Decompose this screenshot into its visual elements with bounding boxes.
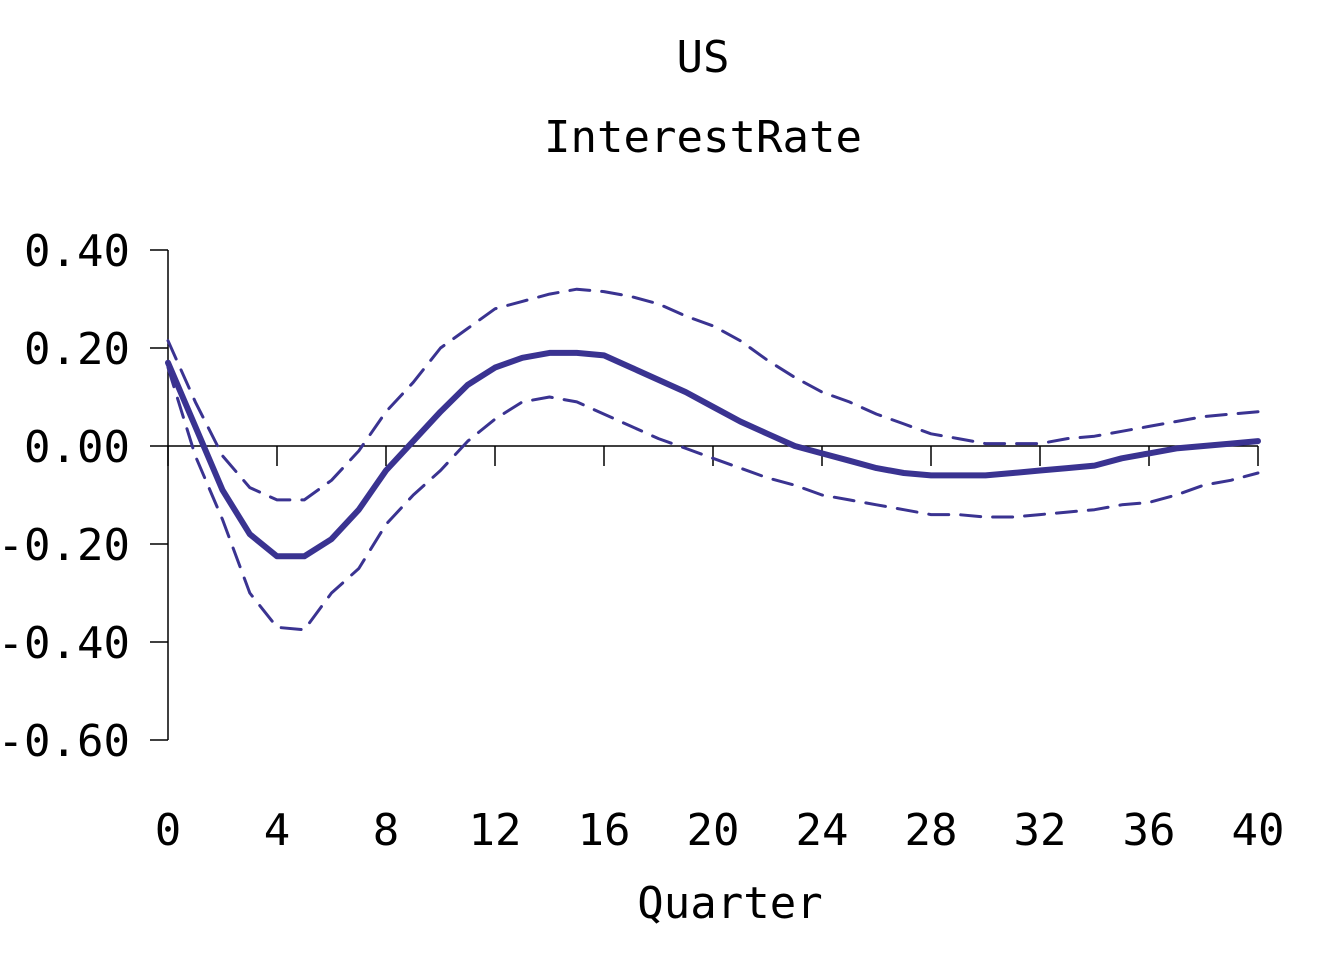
x-axis-label: Quarter [637, 878, 822, 929]
series-line-response [165, 349, 1261, 560]
x-tick-label: 4 [264, 805, 291, 856]
series-group [165, 287, 1261, 632]
series-line-confidence-band [166, 366, 1260, 632]
x-tick-label: 16 [578, 805, 631, 856]
y-tick-label: 0.00 [24, 422, 130, 473]
x-tick-label: 0 [155, 805, 182, 856]
tick-labels: 0.40 0.20 0.00 -0.20 -0.40 -0.60 0 4 8 12 16 20 24 28… [0, 226, 1284, 856]
y-tick-label: -0.40 [0, 618, 130, 669]
x-tick-label: 20 [687, 805, 740, 856]
x-tick-label: 40 [1232, 805, 1285, 856]
axes [150, 249, 1259, 741]
x-tick-label: 8 [373, 805, 400, 856]
y-tick-label: 0.40 [24, 226, 130, 277]
series-line-confidence-band [166, 287, 1260, 502]
chart-subtitle: InterestRate [544, 112, 862, 163]
y-tick-label: -0.60 [0, 716, 130, 767]
x-tick-label: 12 [469, 805, 522, 856]
x-tick-label: 24 [796, 805, 849, 856]
x-tick-label: 32 [1014, 805, 1067, 856]
x-tick-label: 36 [1123, 805, 1176, 856]
y-tick-label: -0.20 [0, 520, 130, 571]
x-tick-label: 28 [905, 805, 958, 856]
chart-title: US [677, 32, 730, 83]
y-tick-label: 0.20 [24, 324, 130, 375]
